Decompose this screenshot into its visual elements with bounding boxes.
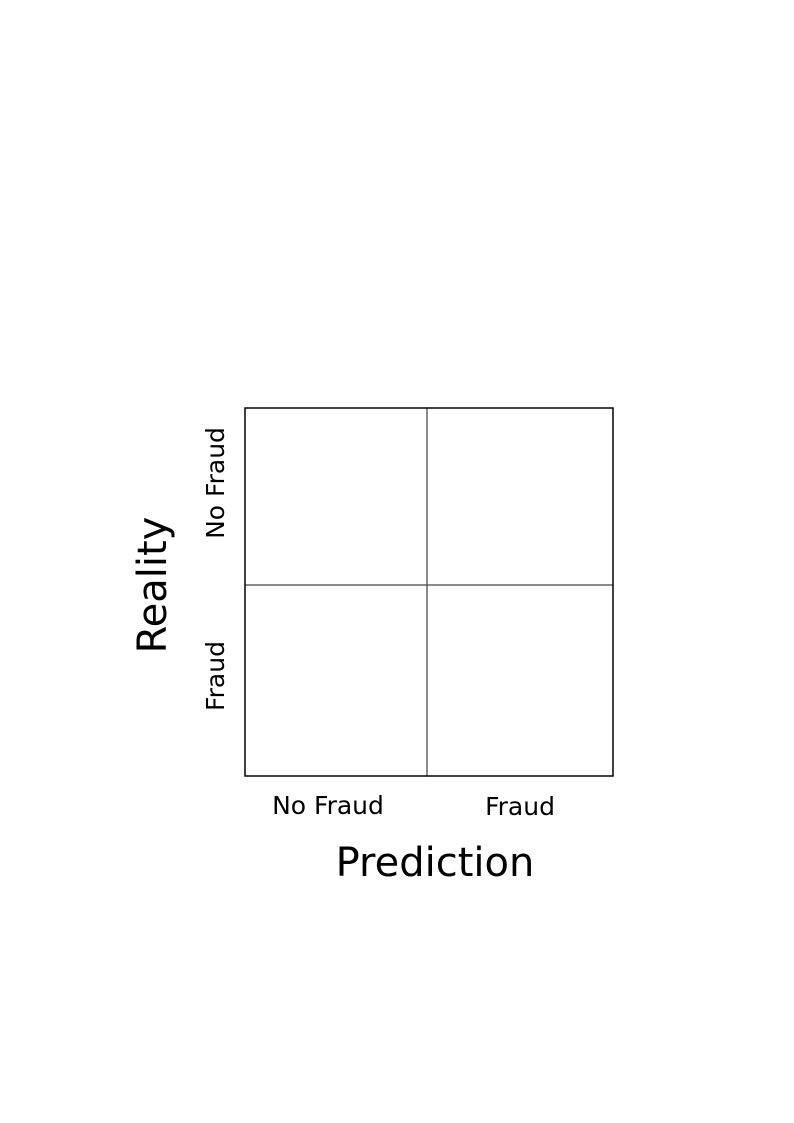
cell-fraud-no-fraud bbox=[244, 584, 428, 777]
column-label-no-fraud: No Fraud bbox=[272, 791, 384, 820]
matrix-grid bbox=[244, 407, 614, 777]
x-axis-title: Prediction bbox=[336, 840, 535, 886]
row-label-no-fraud: No Fraud bbox=[201, 427, 230, 539]
cell-no-fraud-fraud bbox=[426, 407, 614, 586]
row-label-fraud: Fraud bbox=[201, 641, 230, 711]
y-axis-title: Reality bbox=[130, 517, 176, 654]
column-label-fraud: Fraud bbox=[485, 792, 555, 821]
cell-fraud-fraud bbox=[426, 584, 614, 777]
cell-no-fraud-no-fraud bbox=[244, 407, 428, 586]
matrix-border bbox=[244, 407, 614, 777]
